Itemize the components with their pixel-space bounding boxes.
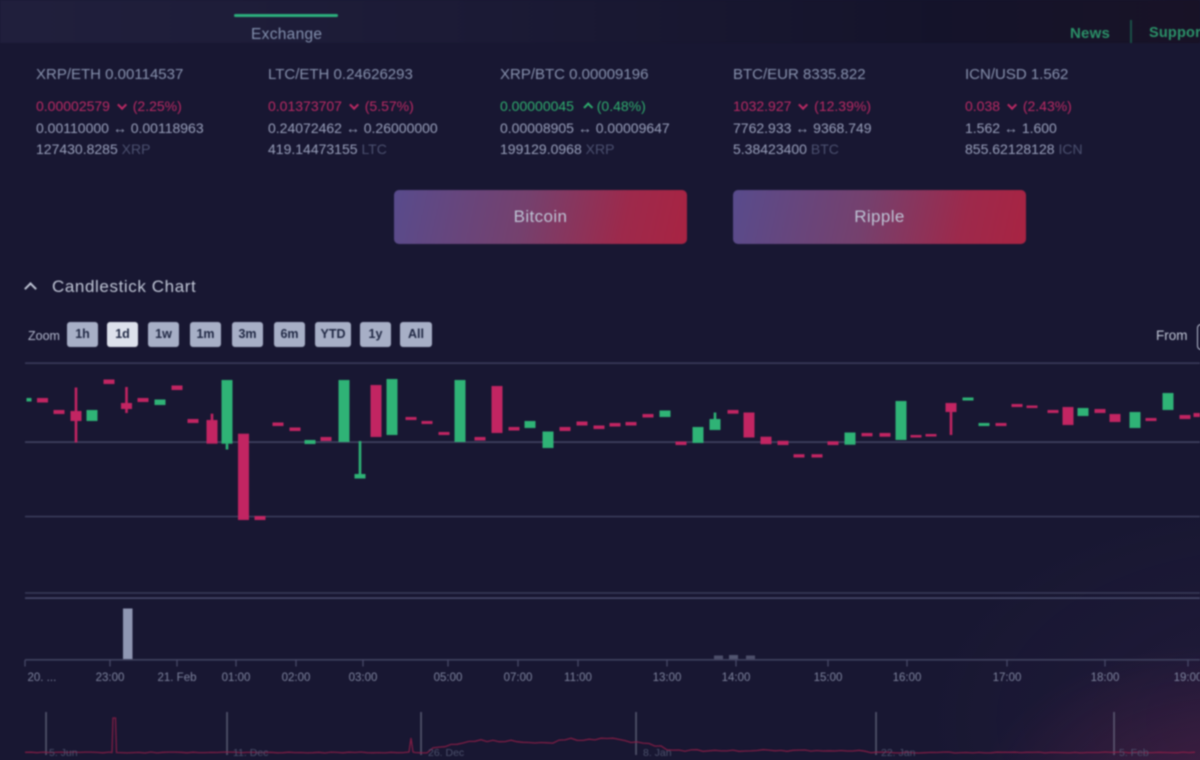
svg-text:05:00: 05:00: [434, 672, 463, 684]
svg-text:22. Jan: 22. Jan: [881, 747, 916, 759]
svg-text:23:00: 23:00: [96, 672, 125, 684]
svg-text:5. Jun: 5. Jun: [49, 747, 78, 759]
svg-text:8. Jan: 8. Jan: [643, 747, 672, 759]
svg-text:15:00: 15:00: [814, 672, 843, 684]
svg-text:21. Feb: 21. Feb: [158, 672, 197, 684]
svg-text:13:00: 13:00: [653, 672, 682, 684]
svg-text:11:00: 11:00: [564, 672, 592, 684]
svg-text:07:00: 07:00: [504, 672, 533, 684]
svg-text:17:00: 17:00: [993, 672, 1022, 684]
svg-text:14:00: 14:00: [722, 672, 751, 684]
svg-text:11. Dec: 11. Dec: [233, 747, 268, 759]
svg-text:03:00: 03:00: [349, 672, 378, 684]
svg-text:20. ...: 20. ...: [28, 672, 57, 684]
svg-text:02:00: 02:00: [282, 672, 311, 684]
svg-text:16:00: 16:00: [893, 672, 922, 684]
svg-text:19:00: 19:00: [1174, 672, 1200, 684]
svg-text:26. Dec: 26. Dec: [428, 747, 464, 759]
svg-text:01:00: 01:00: [222, 672, 251, 684]
svg-text:5. Feb: 5. Feb: [1119, 747, 1149, 759]
svg-text:18:00: 18:00: [1091, 672, 1120, 684]
